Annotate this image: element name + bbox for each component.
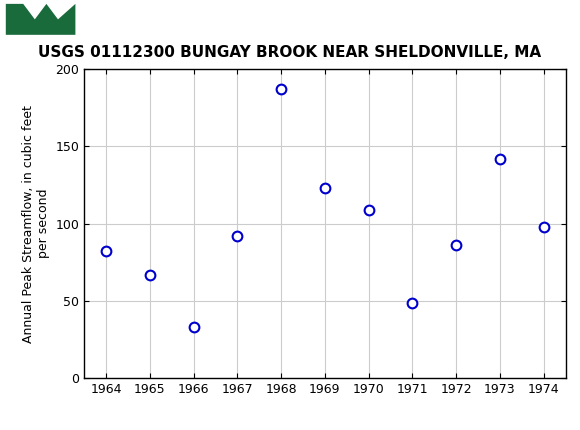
Point [364,206,373,213]
Point [320,184,329,191]
Point [102,248,111,255]
Polygon shape [6,4,75,35]
Point [189,324,198,331]
Point [145,271,154,278]
Text: USGS 01112300 BUNGAY BROOK NEAR SHELDONVILLE, MA: USGS 01112300 BUNGAY BROOK NEAR SHELDONV… [38,45,542,60]
Point [495,155,505,162]
Point [539,223,548,230]
Text: USGS: USGS [84,10,139,28]
FancyBboxPatch shape [6,4,75,35]
Point [277,86,286,92]
Y-axis label: Annual Peak Streamflow, in cubic feet
per second: Annual Peak Streamflow, in cubic feet pe… [22,104,50,343]
Point [408,299,417,306]
Point [233,233,242,240]
Point [451,242,461,249]
